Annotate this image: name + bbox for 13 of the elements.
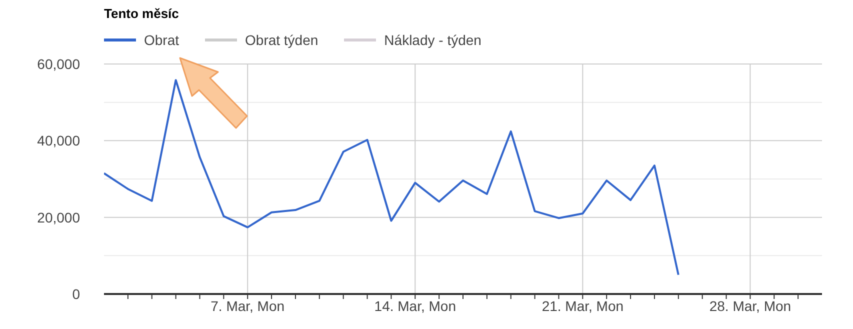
y-tick-label: 60,000 — [37, 56, 80, 72]
x-tick-label: 28. Mar, Mon — [709, 298, 792, 314]
x-tick-label: 7. Mar, Mon — [210, 298, 285, 314]
line-series — [104, 79, 680, 276]
legend-label: Obrat týden — [245, 32, 318, 48]
legend-label: Obrat — [144, 32, 180, 48]
y-tick-label: 0 — [72, 286, 80, 302]
chart-title: Tento měsíc — [104, 6, 179, 21]
legend-label: Náklady - týden — [384, 32, 482, 48]
y-tick-label: 20,000 — [37, 209, 80, 226]
y-tick-label: 40,000 — [37, 132, 80, 149]
x-tick-label: 21. Mar, Mon — [542, 298, 624, 314]
x-tick-label: 14. Mar, Mon — [374, 298, 456, 314]
